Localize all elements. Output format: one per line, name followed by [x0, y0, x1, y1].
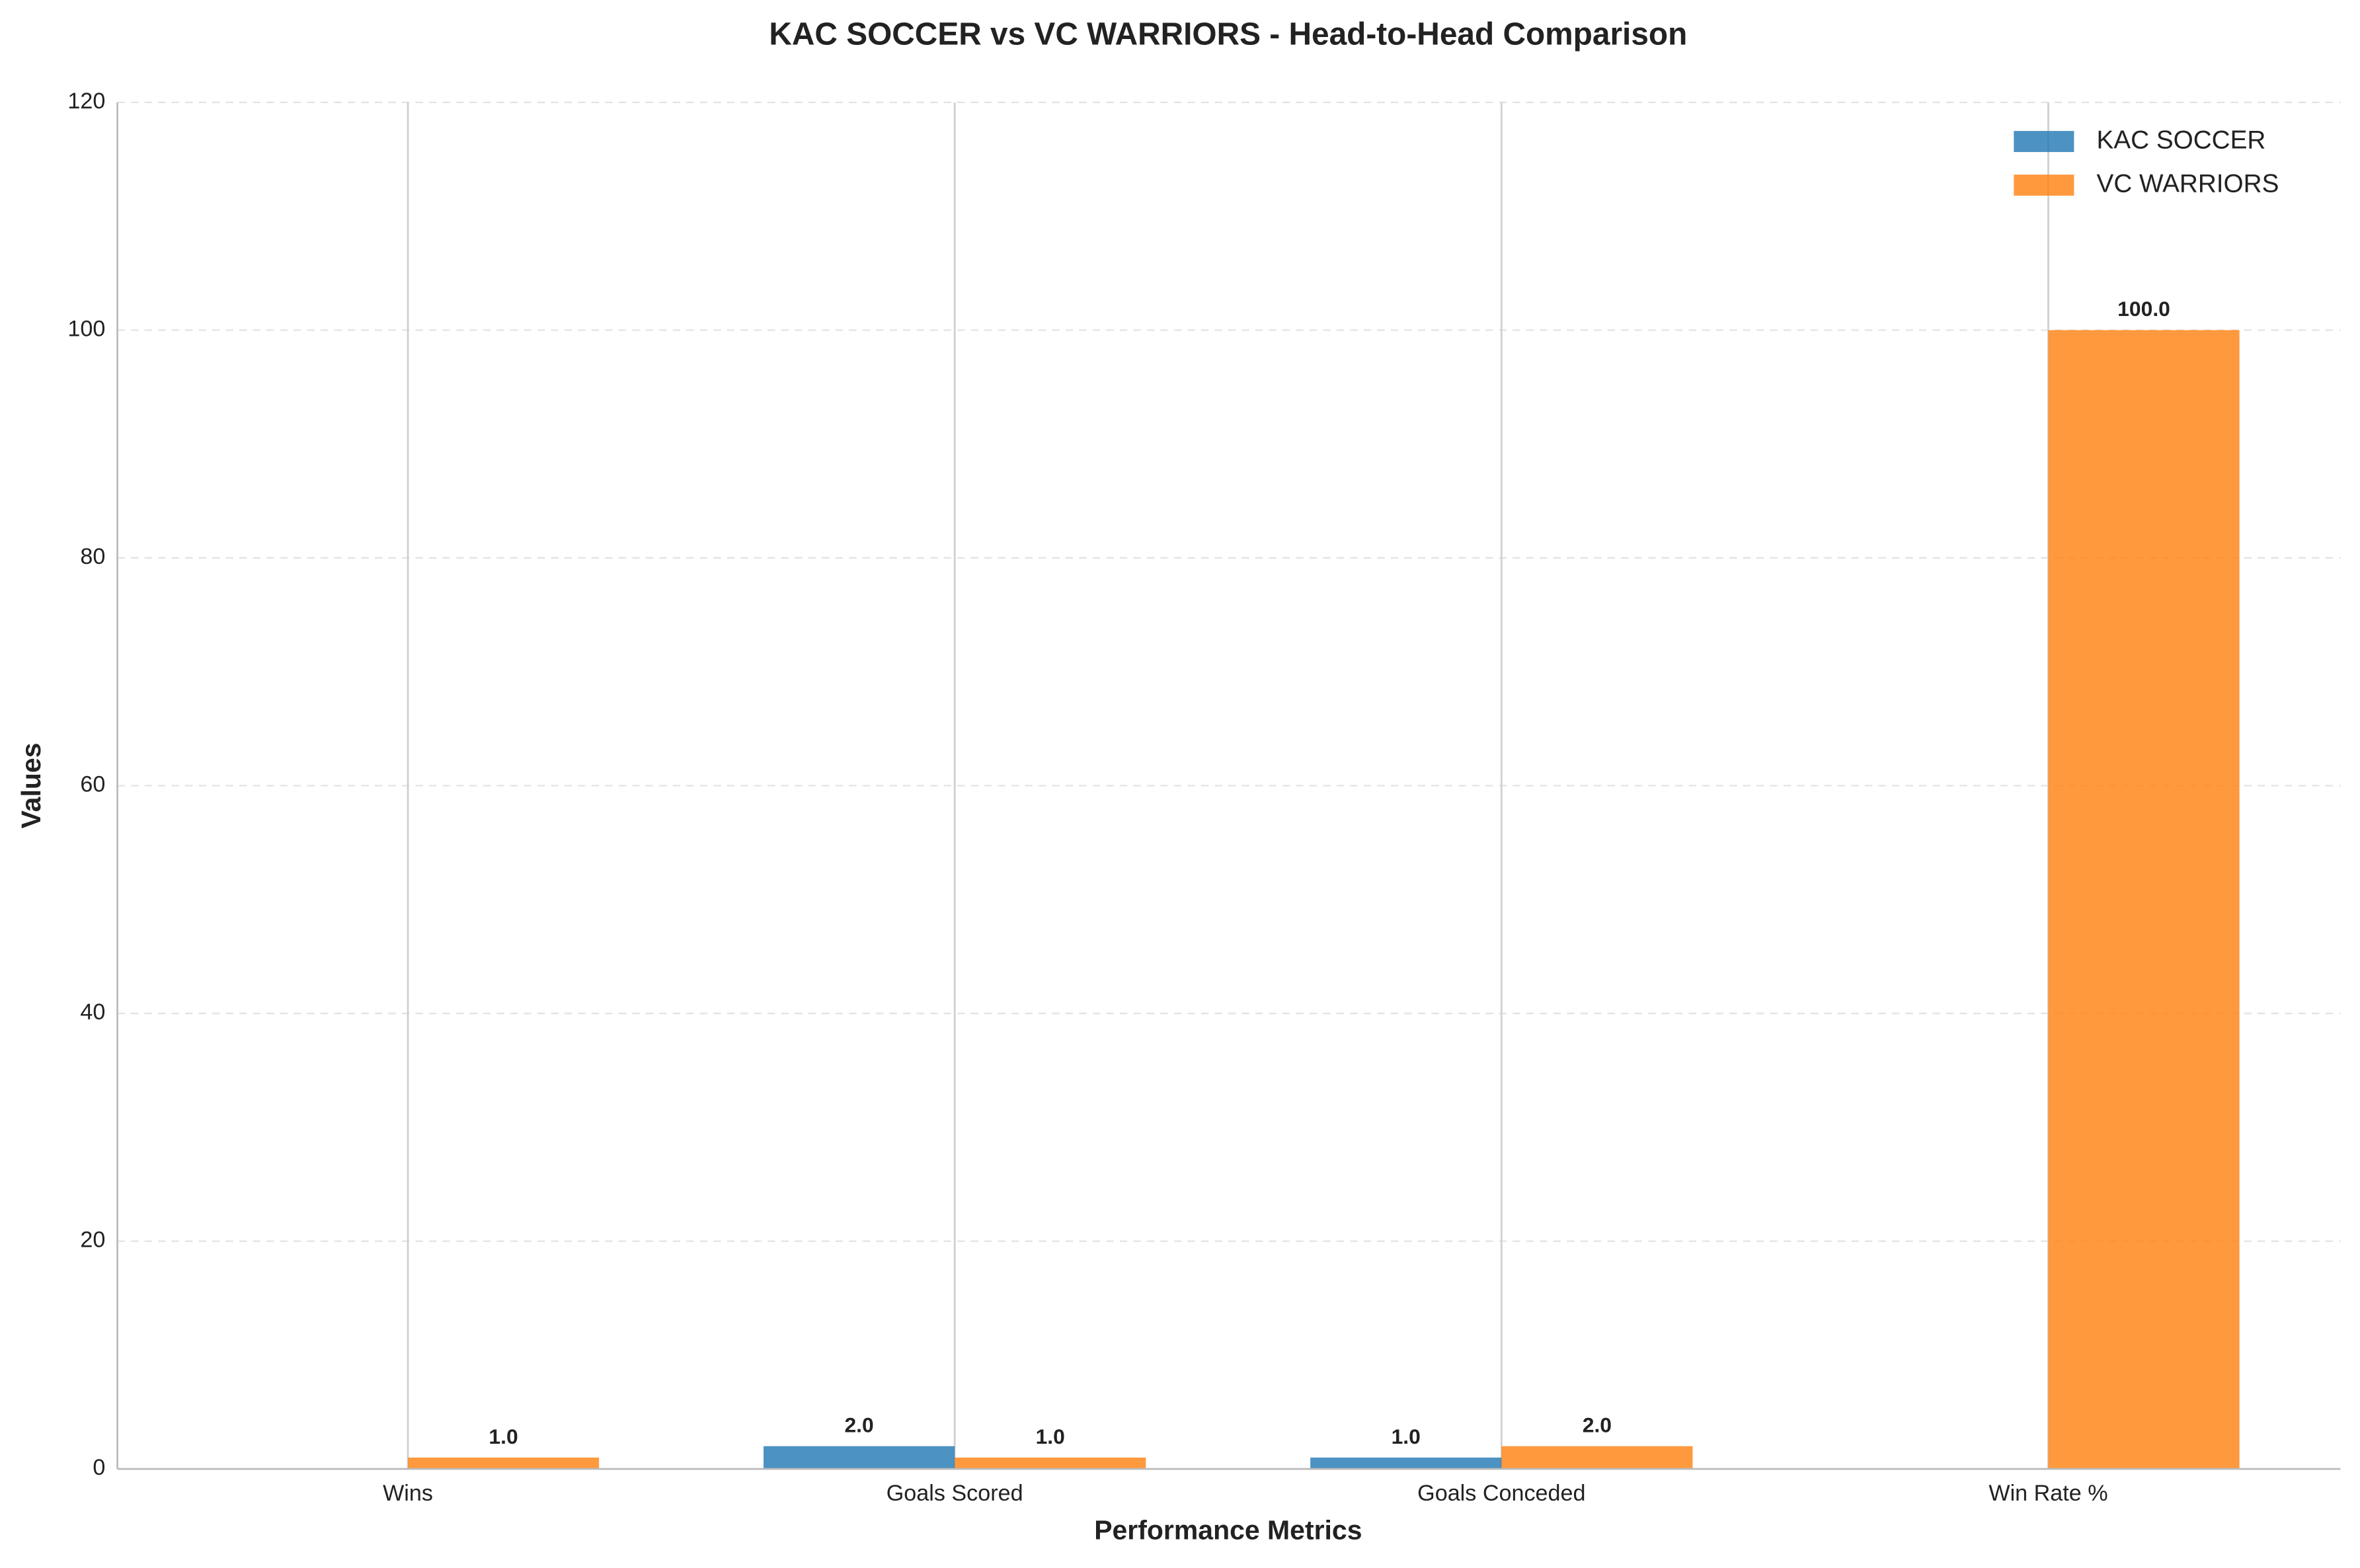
legend-label: VC WARRIORS — [2097, 169, 2279, 198]
y-tick-label: 120 — [67, 89, 105, 114]
bar — [1501, 1446, 1693, 1470]
y-axis-label: Values — [16, 743, 46, 829]
y-tick-label: 20 — [80, 1228, 105, 1253]
x-axis-label: Performance Metrics — [1094, 1515, 1362, 1546]
x-tick-label: Win Rate % — [1988, 1481, 2107, 1506]
legend-swatch — [2014, 131, 2074, 152]
bar — [408, 1457, 600, 1470]
y-tick-label: 60 — [80, 772, 105, 797]
bar — [764, 1446, 955, 1470]
y-tick-label: 40 — [80, 1000, 105, 1025]
value-label: 2.0 — [1583, 1413, 1612, 1437]
y-tick-label: 0 — [93, 1455, 105, 1480]
value-label: 1.0 — [1392, 1425, 1421, 1448]
value-label: 1.0 — [489, 1425, 518, 1448]
bar — [2048, 330, 2240, 1470]
x-tick-label: Wins — [383, 1481, 433, 1506]
chart-title: KAC SOCCER vs VC WARRIORS - Head-to-Head… — [769, 17, 1687, 52]
x-tick-label: Goals Scored — [886, 1481, 1023, 1506]
y-tick-label: 100 — [67, 316, 105, 341]
value-label: 2.0 — [844, 1413, 873, 1437]
legend-swatch — [2014, 175, 2074, 196]
bar — [955, 1457, 1146, 1470]
value-label: 1.0 — [1036, 1425, 1065, 1448]
legend-label: KAC SOCCER — [2097, 126, 2266, 154]
value-label: 100.0 — [2117, 297, 2170, 321]
bar — [1310, 1457, 1502, 1470]
y-tick-label: 80 — [80, 544, 105, 569]
x-tick-label: Goals Conceded — [1417, 1481, 1585, 1506]
